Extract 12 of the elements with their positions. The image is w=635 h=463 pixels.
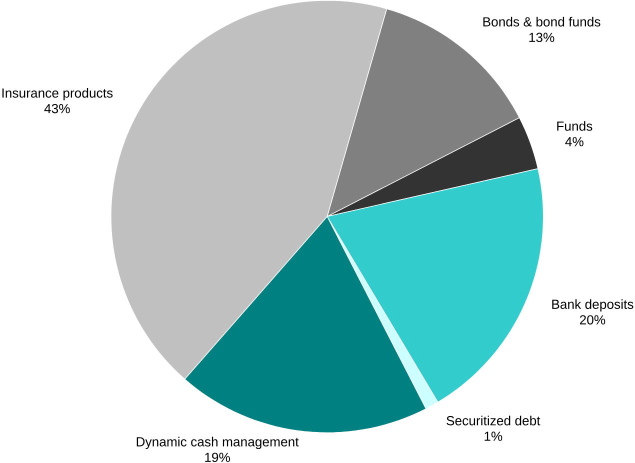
data-label: 4% [565, 136, 584, 146]
data-label: 20% [580, 315, 606, 324]
slice-label: Dynamic cash management [136, 436, 299, 449]
slice-label: Insurance products [2, 88, 113, 100]
slice-label: Securitized debt [446, 416, 540, 426]
data-label: 43% [44, 104, 70, 114]
data-label: 13% [529, 32, 554, 42]
data-label: 1% [484, 432, 502, 441]
data-label: 19% [205, 452, 230, 462]
slice-label: Bonds & bond funds [483, 16, 600, 26]
slice-label: Bank deposits [552, 299, 634, 312]
slice-label: Funds [557, 121, 592, 131]
